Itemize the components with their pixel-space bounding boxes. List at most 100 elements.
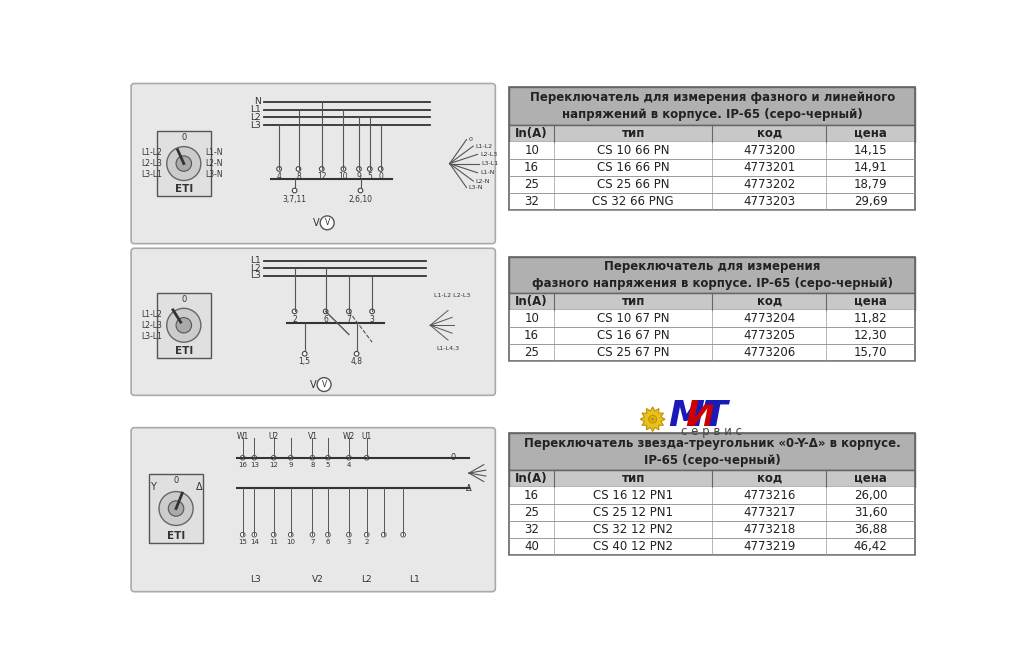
Text: 3: 3 — [347, 539, 351, 545]
Polygon shape — [640, 407, 665, 431]
Text: 0: 0 — [173, 476, 178, 484]
Text: ETI: ETI — [167, 531, 185, 541]
Text: 14,15: 14,15 — [854, 144, 888, 157]
Text: In(A): In(A) — [515, 127, 548, 140]
Text: 0: 0 — [181, 133, 186, 142]
Text: L2: L2 — [250, 264, 260, 273]
Text: с е р в и с: с е р в и с — [681, 425, 741, 438]
Circle shape — [317, 378, 331, 391]
Text: V: V — [310, 379, 316, 389]
Text: 10: 10 — [287, 539, 295, 545]
Text: L2-L3: L2-L3 — [141, 159, 162, 168]
Circle shape — [381, 533, 386, 537]
Text: тип: тип — [622, 127, 645, 140]
Bar — [509, 433, 915, 470]
Text: 25: 25 — [524, 178, 539, 191]
Text: 1,5: 1,5 — [299, 357, 310, 366]
Text: 4: 4 — [347, 462, 351, 468]
Circle shape — [310, 533, 314, 537]
Text: CS 16 12 PN1: CS 16 12 PN1 — [593, 489, 673, 502]
Text: 10: 10 — [339, 172, 348, 181]
Circle shape — [346, 309, 351, 314]
Text: ETI: ETI — [175, 346, 193, 356]
Text: 4773206: 4773206 — [743, 346, 796, 358]
Text: 4773200: 4773200 — [743, 144, 796, 157]
Text: Переключатель для измерения
фазного напряжения в корпусе. IP-65 (серо-черный): Переключатель для измерения фазного напр… — [531, 260, 893, 290]
Text: 6: 6 — [326, 539, 330, 545]
Text: 4773219: 4773219 — [743, 540, 796, 553]
Text: 25: 25 — [524, 346, 539, 358]
Circle shape — [324, 309, 328, 314]
Text: 0: 0 — [469, 137, 473, 142]
Text: 4773201: 4773201 — [743, 161, 796, 174]
Text: V: V — [322, 380, 327, 389]
Text: Переключатель для измерения фазного и линейного
напряжений в корпусе. IP-65 (сер: Переключатель для измерения фазного и ли… — [529, 91, 895, 121]
Bar — [148, 474, 203, 543]
Text: И: И — [685, 399, 716, 433]
Bar — [509, 487, 915, 504]
Text: L2-N: L2-N — [206, 159, 223, 168]
Text: L1-L2: L1-L2 — [141, 148, 162, 157]
Text: CS 25 67 PN: CS 25 67 PN — [597, 346, 670, 358]
Circle shape — [176, 318, 191, 333]
Text: 25: 25 — [524, 506, 539, 519]
Text: 2: 2 — [365, 539, 369, 545]
Bar — [509, 504, 915, 521]
Circle shape — [354, 352, 359, 356]
Text: 16: 16 — [524, 161, 539, 174]
Text: 12: 12 — [317, 172, 327, 181]
Circle shape — [292, 188, 297, 193]
Text: код: код — [757, 472, 782, 485]
Text: L3-L1: L3-L1 — [481, 161, 499, 166]
Circle shape — [649, 415, 656, 423]
Text: 5: 5 — [326, 462, 330, 468]
Text: L1-L2: L1-L2 — [141, 310, 162, 319]
Text: 6: 6 — [324, 315, 328, 324]
Circle shape — [651, 417, 654, 421]
Circle shape — [346, 456, 351, 460]
Text: Δ: Δ — [197, 482, 203, 492]
Text: CS 25 66 PN: CS 25 66 PN — [597, 178, 670, 191]
Text: CS 10 67 PN: CS 10 67 PN — [597, 312, 670, 325]
Text: 14: 14 — [250, 539, 259, 545]
Circle shape — [319, 167, 324, 172]
Text: тип: тип — [622, 295, 645, 308]
Text: 14,91: 14,91 — [854, 161, 888, 174]
Text: N: N — [254, 97, 260, 107]
Text: 4,8: 4,8 — [350, 357, 362, 366]
Text: L2-L3: L2-L3 — [480, 152, 498, 157]
Text: L2-L3: L2-L3 — [141, 321, 162, 330]
Text: CS 16 67 PN: CS 16 67 PN — [597, 329, 670, 342]
Text: 36,88: 36,88 — [854, 523, 888, 536]
Text: L2: L2 — [250, 113, 260, 122]
Text: 32: 32 — [524, 523, 539, 536]
Circle shape — [400, 533, 406, 537]
Circle shape — [310, 456, 314, 460]
Text: L3-N: L3-N — [206, 170, 223, 179]
Text: цена: цена — [854, 472, 887, 485]
Text: L2-N: L2-N — [475, 178, 490, 184]
Text: 18,79: 18,79 — [854, 178, 888, 191]
Circle shape — [276, 167, 282, 172]
Text: Т: Т — [702, 399, 727, 433]
Bar — [509, 257, 915, 293]
Text: 12: 12 — [269, 462, 279, 468]
Text: 0: 0 — [378, 172, 383, 181]
Text: L3-L1: L3-L1 — [141, 170, 162, 179]
Bar — [509, 327, 915, 344]
Text: 16: 16 — [524, 489, 539, 502]
FancyBboxPatch shape — [131, 249, 496, 395]
Text: 12,30: 12,30 — [854, 329, 888, 342]
Text: W1: W1 — [237, 431, 249, 441]
Circle shape — [271, 533, 276, 537]
Text: 3: 3 — [370, 315, 375, 324]
Text: 0: 0 — [181, 295, 186, 304]
Circle shape — [271, 456, 276, 460]
Text: 46,42: 46,42 — [854, 540, 888, 553]
FancyBboxPatch shape — [131, 84, 496, 244]
Circle shape — [356, 167, 361, 172]
Text: 13: 13 — [250, 462, 259, 468]
Bar — [509, 86, 915, 210]
Text: 16: 16 — [524, 329, 539, 342]
Text: 7: 7 — [346, 315, 351, 324]
